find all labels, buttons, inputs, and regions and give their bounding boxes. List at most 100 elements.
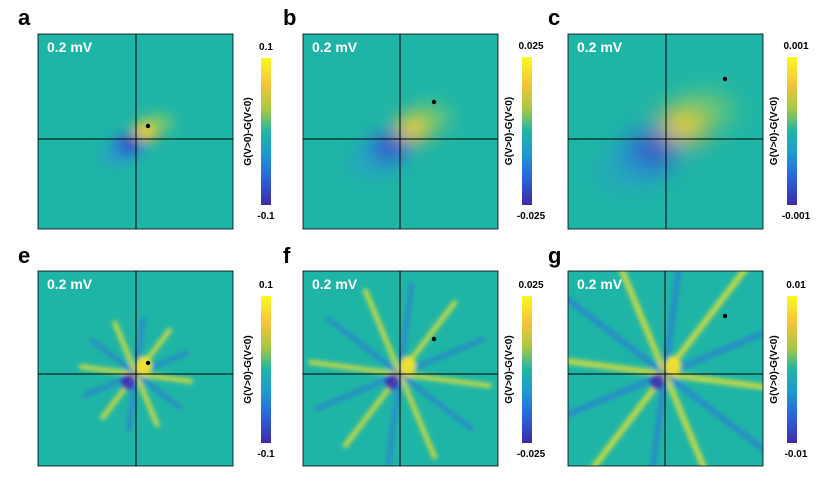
colorbar-axis-label: G(V>0)-G(V<0): [769, 97, 780, 165]
map-frame: [567, 270, 764, 467]
signal-pattern: [594, 92, 735, 193]
conductance-map: [38, 271, 233, 466]
map-frame: [37, 33, 234, 230]
colorbar-max-label: 0.025: [518, 41, 543, 52]
positive-ray: [112, 320, 139, 377]
panel-f: f 0.2 mV 0.025 -0.025 G(V>0)-G(V<0): [283, 243, 546, 467]
panel-a: a 0.2 mV 0.1 -0.1 G(V>0)-G(V<0): [18, 5, 275, 230]
negative-ray: [568, 295, 668, 377]
colorbar: [261, 58, 271, 205]
positive-ray: [308, 359, 403, 377]
panel-b: b 0.2 mV 0.025 -0.025 G(V>0)-G(V<0): [283, 5, 546, 230]
positive-ray: [662, 371, 707, 466]
colorbar: [522, 57, 532, 205]
colorbar-max-label: 0.1: [259, 42, 273, 53]
positive-halo: [676, 92, 735, 129]
positive-ray: [590, 371, 668, 466]
panel-letter: f: [283, 243, 291, 268]
positive-ray: [78, 364, 139, 377]
negative-ray: [385, 371, 403, 466]
colorbar-max-label: 0.025: [518, 280, 543, 291]
conductance-map: [303, 34, 498, 229]
impurity-marker: [722, 76, 728, 82]
conductance-map: [303, 271, 498, 466]
conductance-map: [568, 34, 763, 229]
impurity-marker: [431, 99, 437, 105]
negative-ray: [649, 371, 668, 466]
signal-pattern: [78, 316, 194, 432]
colorbar-min-label: -0.001: [782, 211, 811, 222]
negative-ray: [397, 371, 474, 432]
positive-ray: [397, 371, 492, 389]
impurity-marker: [145, 360, 151, 366]
panel-letter: e: [18, 243, 30, 268]
colorbar-axis-label: G(V>0)-G(V<0): [769, 335, 780, 403]
negative-ray: [662, 371, 763, 453]
colorbar: [787, 296, 797, 443]
panel-letter: g: [548, 243, 561, 268]
map-frame: [302, 270, 499, 467]
negative-halo: [594, 149, 659, 193]
positive-ray: [397, 371, 438, 460]
map-frame: [567, 33, 764, 230]
signal-pattern: [308, 282, 492, 466]
negative-core: [385, 374, 399, 390]
negative-halo: [96, 145, 132, 169]
panel-g: g 0.2 mV 0.01 -0.01 G(V>0)-G(V<0): [548, 243, 808, 467]
colorbar-min-label: -0.01: [785, 449, 808, 460]
colorbar-min-label: -0.1: [257, 449, 275, 460]
colorbar: [261, 296, 271, 443]
colorbar: [787, 57, 797, 205]
positive-ray: [662, 271, 748, 377]
positive-ray: [362, 288, 403, 377]
energy-label: 0.2 mV: [577, 39, 623, 55]
positive-halo: [142, 113, 174, 133]
impurity-marker: [722, 313, 728, 319]
negative-ray: [662, 330, 763, 377]
signal-pattern: [568, 271, 763, 466]
negative-core: [121, 374, 135, 390]
positive-ray: [568, 358, 668, 377]
signal-pattern: [346, 103, 452, 180]
conductance-map: [38, 34, 233, 229]
colorbar-max-label: 0.01: [786, 280, 806, 291]
colorbar-max-label: 0.001: [783, 41, 808, 52]
positive-halo: [408, 103, 452, 131]
negative-ray: [568, 371, 668, 418]
energy-label: 0.2 mV: [47, 39, 93, 55]
negative-ray: [326, 316, 403, 377]
energy-label: 0.2 mV: [47, 276, 93, 292]
positive-core: [400, 356, 416, 376]
energy-label: 0.2 mV: [312, 39, 358, 55]
positive-core: [136, 356, 152, 376]
negative-halo: [346, 147, 395, 180]
colorbar-min-label: -0.025: [517, 211, 546, 222]
energy-label: 0.2 mV: [577, 276, 623, 292]
positive-ray: [133, 371, 160, 428]
positive-ray: [662, 371, 763, 390]
positive-core: [665, 356, 681, 376]
panel-c: c 0.2 mV 0.001 -0.001 G(V>0)-G(V<0): [548, 5, 811, 230]
colorbar-axis-label: G(V>0)-G(V<0): [243, 97, 254, 165]
panel-letter: c: [548, 5, 560, 30]
impurity-marker: [431, 336, 437, 342]
negative-ray: [89, 338, 139, 377]
negative-ray: [133, 371, 183, 410]
panel-letter: a: [18, 5, 31, 30]
colorbar-axis-label: G(V>0)-G(V<0): [504, 335, 515, 403]
map-frame: [302, 33, 499, 230]
colorbar-min-label: -0.1: [257, 211, 275, 222]
signal-pattern: [96, 113, 174, 169]
colorbar-min-label: -0.025: [517, 449, 546, 460]
positive-ray: [618, 271, 668, 377]
colorbar: [522, 296, 532, 443]
energy-label: 0.2 mV: [312, 276, 358, 292]
map-frame: [37, 270, 234, 467]
colorbar-axis-label: G(V>0)-G(V<0): [504, 97, 515, 165]
conductance-map: [568, 271, 763, 466]
negative-core: [650, 374, 664, 390]
negative-ray: [397, 282, 415, 377]
impurity-marker: [145, 123, 151, 129]
negative-ray: [662, 271, 682, 377]
